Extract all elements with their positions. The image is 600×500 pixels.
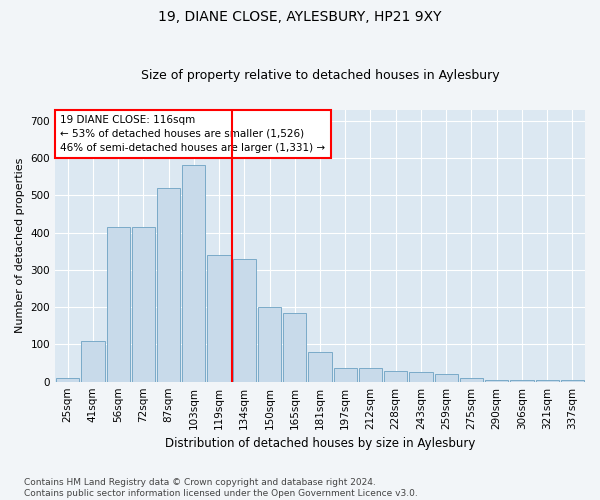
Text: 19, DIANE CLOSE, AYLESBURY, HP21 9XY: 19, DIANE CLOSE, AYLESBURY, HP21 9XY (158, 10, 442, 24)
Bar (485, 380, 508, 382)
Bar (81, 340, 104, 382)
Text: 19 DIANE CLOSE: 116sqm
← 53% of detached houses are smaller (1,526)
46% of semi-: 19 DIANE CLOSE: 116sqm ← 53% of detached… (61, 115, 325, 153)
Title: Size of property relative to detached houses in Aylesbury: Size of property relative to detached ho… (141, 69, 499, 82)
Bar (511, 380, 533, 382)
Bar (561, 380, 584, 382)
Bar (359, 368, 382, 382)
Bar (132, 227, 155, 382)
Bar (536, 380, 559, 382)
Bar (434, 374, 458, 382)
Bar (409, 372, 433, 382)
Bar (334, 368, 357, 382)
Text: Contains HM Land Registry data © Crown copyright and database right 2024.
Contai: Contains HM Land Registry data © Crown c… (24, 478, 418, 498)
Bar (258, 307, 281, 382)
Bar (107, 227, 130, 382)
Bar (384, 371, 407, 382)
Bar (208, 255, 230, 382)
X-axis label: Distribution of detached houses by size in Aylesbury: Distribution of detached houses by size … (165, 437, 475, 450)
Bar (283, 312, 307, 382)
Bar (233, 258, 256, 382)
Bar (460, 378, 483, 382)
Bar (308, 352, 332, 382)
Y-axis label: Number of detached properties: Number of detached properties (15, 158, 25, 334)
Bar (56, 378, 79, 382)
Bar (182, 166, 205, 382)
Bar (157, 188, 180, 382)
